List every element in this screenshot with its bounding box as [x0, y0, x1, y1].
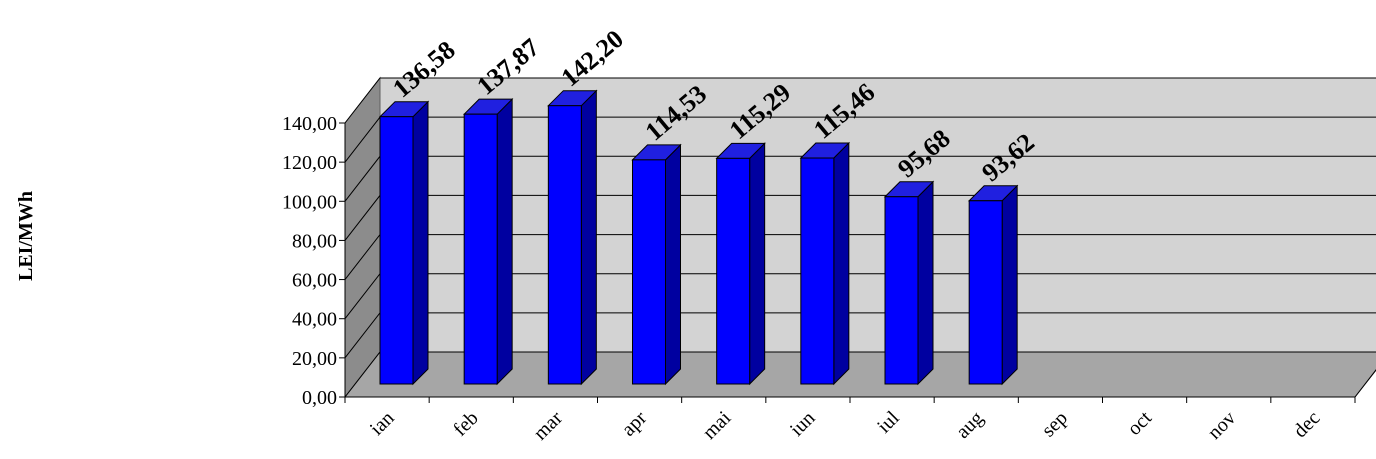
- bar-side: [496, 97, 513, 386]
- x-tick-label: iun: [786, 407, 820, 441]
- y-tick-label: 140,00: [282, 113, 337, 135]
- x-tick-label: dec: [1289, 407, 1324, 442]
- bar-side: [580, 89, 597, 386]
- bar-side: [665, 143, 681, 386]
- x-tick-label: ian: [366, 407, 399, 440]
- grid-line: [344, 77, 1376, 124]
- x-tick-label: iul: [873, 407, 904, 438]
- y-tick-label: 80,00: [292, 230, 337, 252]
- x-tick-label: apr: [617, 407, 651, 441]
- bar: [632, 159, 666, 385]
- x-tick-label: mai: [699, 407, 736, 444]
- y-tick-label: 120,00: [282, 152, 337, 174]
- x-tick-label: sep: [1038, 407, 1072, 441]
- y-tick-label: 100,00: [282, 191, 337, 213]
- x-tick-label: feb: [449, 407, 483, 441]
- bar: [716, 157, 751, 385]
- bar-side: [833, 141, 850, 386]
- back-wall: [379, 77, 1376, 353]
- bar-side: [917, 180, 934, 386]
- side-wall: [344, 76, 381, 399]
- y-tick-label: 60,00: [292, 270, 337, 292]
- x-tick-label: aug: [952, 407, 988, 443]
- x-tick-label: oct: [1123, 407, 1156, 440]
- bar: [463, 113, 498, 385]
- bar-side: [412, 100, 429, 386]
- bar: [884, 196, 919, 385]
- bar: [800, 157, 835, 385]
- bar: [968, 200, 1003, 385]
- bar-side: [1001, 184, 1018, 386]
- bar: [547, 105, 582, 385]
- y-axis-label: LEI/MWh: [15, 191, 37, 281]
- y-tick-label: 20,00: [292, 348, 337, 370]
- x-tick-label: mar: [529, 407, 567, 445]
- y-tick-label: 40,00: [292, 309, 337, 331]
- bar: [379, 116, 414, 385]
- y-tick-label: 0,00: [302, 387, 337, 409]
- bar-side: [749, 142, 766, 386]
- x-tick-label: nov: [1204, 407, 1241, 444]
